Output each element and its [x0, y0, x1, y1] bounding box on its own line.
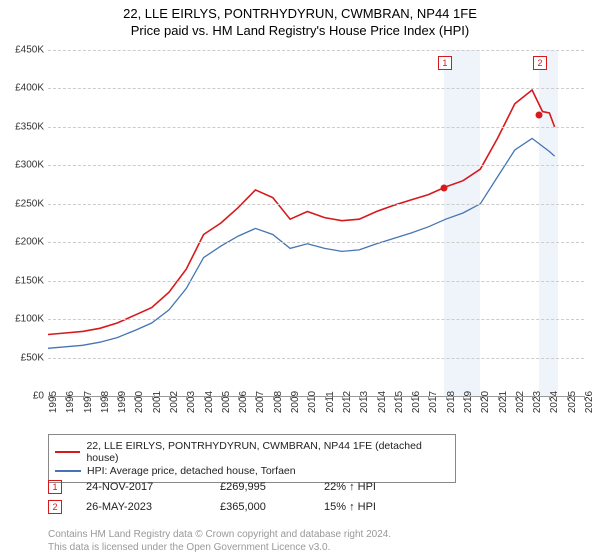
x-axis-label: 2015 — [394, 387, 405, 417]
y-axis-label: £300K — [15, 160, 44, 171]
legend-row: 22, LLE EIRLYS, PONTRHYDYRUN, CWMBRAN, N… — [55, 440, 449, 464]
y-gridline — [48, 242, 584, 243]
sale-marker-icon: 2 — [48, 500, 62, 514]
y-axis-label: £100K — [15, 314, 44, 325]
footer-line: This data is licensed under the Open Gov… — [48, 542, 391, 555]
x-axis-label: 1997 — [83, 387, 94, 417]
sales-table: 1 24-NOV-2017 £269,995 22% ↑ HPI 2 26-MA… — [48, 480, 414, 520]
y-axis-label: £150K — [15, 275, 44, 286]
x-axis-label: 2024 — [549, 387, 560, 417]
x-axis-label: 2026 — [584, 387, 595, 417]
y-gridline — [48, 319, 584, 320]
y-axis-label: £450K — [15, 45, 44, 56]
sale-delta: 22% ↑ HPI — [324, 481, 414, 493]
y-gridline — [48, 204, 584, 205]
x-axis-label: 2020 — [480, 387, 491, 417]
x-axis-label: 1996 — [65, 387, 76, 417]
x-axis-label: 2010 — [307, 387, 318, 417]
legend-box: 22, LLE EIRLYS, PONTRHYDYRUN, CWMBRAN, N… — [48, 434, 456, 483]
sale-date: 26-MAY-2023 — [86, 501, 196, 513]
x-axis-label: 2008 — [273, 387, 284, 417]
x-axis-label: 1995 — [48, 387, 59, 417]
legend-swatch — [55, 470, 81, 472]
y-axis-label: £250K — [15, 198, 44, 209]
x-axis-label: 2014 — [377, 387, 388, 417]
y-gridline — [48, 165, 584, 166]
x-axis-label: 2016 — [411, 387, 422, 417]
y-axis-label: £200K — [15, 237, 44, 248]
x-axis-label: 2004 — [204, 387, 215, 417]
chart-container: 22, LLE EIRLYS, PONTRHYDYRUN, CWMBRAN, N… — [0, 0, 600, 560]
y-gridline — [48, 281, 584, 282]
sale-marker-box: 1 — [438, 56, 452, 70]
x-axis-label: 2017 — [428, 387, 439, 417]
chart-lines-svg — [48, 50, 584, 396]
x-axis-label: 2001 — [152, 387, 163, 417]
legend-swatch — [55, 451, 80, 453]
sale-date: 24-NOV-2017 — [86, 481, 196, 493]
sale-marker-box: 2 — [533, 56, 547, 70]
legend-label: HPI: Average price, detached house, Torf… — [87, 465, 296, 477]
chart-title: 22, LLE EIRLYS, PONTRHYDYRUN, CWMBRAN, N… — [0, 6, 600, 21]
sale-row: 2 26-MAY-2023 £365,000 15% ↑ HPI — [48, 500, 414, 514]
title-block: 22, LLE EIRLYS, PONTRHYDYRUN, CWMBRAN, N… — [0, 0, 600, 38]
footer-attribution: Contains HM Land Registry data © Crown c… — [48, 529, 391, 554]
x-axis-label: 2005 — [221, 387, 232, 417]
sale-marker-icon: 1 — [48, 480, 62, 494]
y-gridline — [48, 358, 584, 359]
x-axis-label: 2006 — [238, 387, 249, 417]
y-axis-label: £400K — [15, 83, 44, 94]
y-axis-label: £0 — [33, 391, 44, 402]
sale-dot — [440, 185, 447, 192]
x-axis-label: 2021 — [498, 387, 509, 417]
y-gridline — [48, 127, 584, 128]
sale-dot — [536, 112, 543, 119]
x-axis-label: 2011 — [325, 387, 336, 417]
footer-line: Contains HM Land Registry data © Crown c… — [48, 529, 391, 542]
x-axis-label: 1999 — [117, 387, 128, 417]
y-gridline — [48, 88, 584, 89]
x-axis-label: 2025 — [567, 387, 578, 417]
x-axis-label: 2003 — [186, 387, 197, 417]
x-axis-label: 2022 — [515, 387, 526, 417]
x-axis-label: 2019 — [463, 387, 474, 417]
x-axis-label: 2013 — [359, 387, 370, 417]
x-axis-label: 2000 — [134, 387, 145, 417]
x-axis-label: 2002 — [169, 387, 180, 417]
y-gridline — [48, 50, 584, 51]
y-axis-label: £350K — [15, 121, 44, 132]
sale-delta: 15% ↑ HPI — [324, 501, 414, 513]
x-axis-label: 1998 — [100, 387, 111, 417]
sale-price: £365,000 — [220, 501, 300, 513]
chart-plot-area: £0£50K£100K£150K£200K£250K£300K£350K£400… — [48, 50, 584, 397]
x-axis-label: 2007 — [255, 387, 266, 417]
x-axis-label: 2009 — [290, 387, 301, 417]
x-axis-label: 2018 — [446, 387, 457, 417]
sale-row: 1 24-NOV-2017 £269,995 22% ↑ HPI — [48, 480, 414, 494]
legend-label: 22, LLE EIRLYS, PONTRHYDYRUN, CWMBRAN, N… — [86, 440, 449, 464]
legend-row: HPI: Average price, detached house, Torf… — [55, 465, 449, 477]
sale-price: £269,995 — [220, 481, 300, 493]
chart-subtitle: Price paid vs. HM Land Registry's House … — [0, 23, 600, 38]
x-axis-label: 2023 — [532, 387, 543, 417]
x-axis-label: 2012 — [342, 387, 353, 417]
y-axis-label: £50K — [21, 352, 44, 363]
